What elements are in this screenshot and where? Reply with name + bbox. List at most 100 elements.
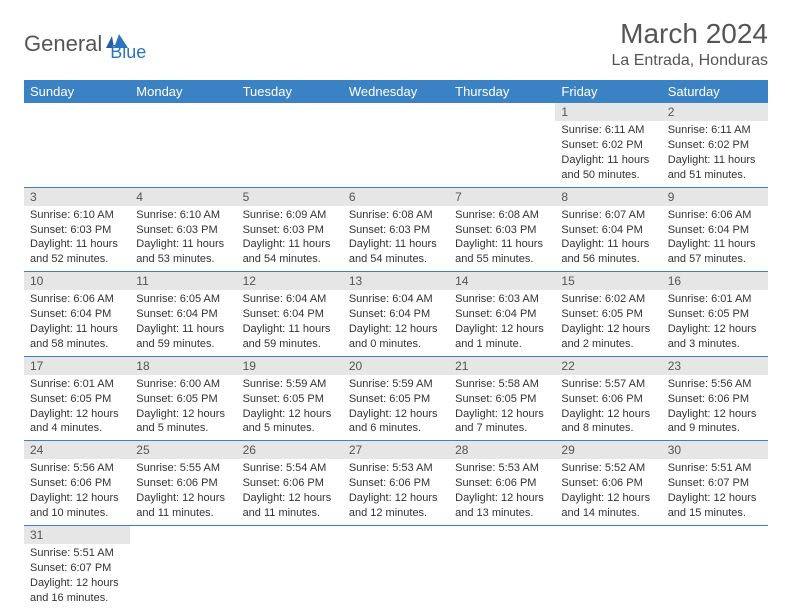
sunrise-text: Sunrise: 6:06 AM bbox=[30, 292, 124, 307]
daylight-text: Daylight: 12 hours and 5 minutes. bbox=[243, 407, 337, 437]
daylight-text: Daylight: 12 hours and 2 minutes. bbox=[561, 322, 655, 352]
sunset-text: Sunset: 6:06 PM bbox=[668, 392, 762, 407]
day-number: 29 bbox=[555, 441, 661, 459]
day-details: Sunrise: 5:59 AMSunset: 6:05 PMDaylight:… bbox=[343, 375, 449, 440]
day-number: 8 bbox=[555, 188, 661, 206]
day-number: 14 bbox=[449, 272, 555, 290]
sunrise-text: Sunrise: 5:55 AM bbox=[136, 461, 230, 476]
sunset-text: Sunset: 6:05 PM bbox=[455, 392, 549, 407]
sunset-text: Sunset: 6:05 PM bbox=[349, 392, 443, 407]
weekday-header: Sunday bbox=[24, 80, 130, 103]
calendar-day-cell bbox=[555, 525, 661, 609]
day-number: 2 bbox=[662, 103, 768, 121]
sunrise-text: Sunrise: 6:01 AM bbox=[30, 377, 124, 392]
sunset-text: Sunset: 6:07 PM bbox=[668, 476, 762, 491]
day-number: 24 bbox=[24, 441, 130, 459]
daylight-text: Daylight: 12 hours and 6 minutes. bbox=[349, 407, 443, 437]
daylight-text: Daylight: 11 hours and 54 minutes. bbox=[243, 237, 337, 267]
day-details: Sunrise: 6:11 AMSunset: 6:02 PMDaylight:… bbox=[555, 121, 661, 186]
sunset-text: Sunset: 6:05 PM bbox=[243, 392, 337, 407]
calendar-week-row: 17Sunrise: 6:01 AMSunset: 6:05 PMDayligh… bbox=[24, 356, 768, 441]
calendar-day-cell: 12Sunrise: 6:04 AMSunset: 6:04 PMDayligh… bbox=[237, 272, 343, 357]
day-number: 12 bbox=[237, 272, 343, 290]
day-number: 5 bbox=[237, 188, 343, 206]
day-number: 10 bbox=[24, 272, 130, 290]
calendar-day-cell: 29Sunrise: 5:52 AMSunset: 6:06 PMDayligh… bbox=[555, 441, 661, 526]
sunset-text: Sunset: 6:06 PM bbox=[243, 476, 337, 491]
calendar-week-row: 3Sunrise: 6:10 AMSunset: 6:03 PMDaylight… bbox=[24, 187, 768, 272]
day-number: 19 bbox=[237, 357, 343, 375]
sunrise-text: Sunrise: 6:03 AM bbox=[455, 292, 549, 307]
day-details: Sunrise: 6:04 AMSunset: 6:04 PMDaylight:… bbox=[343, 290, 449, 355]
daylight-text: Daylight: 12 hours and 1 minute. bbox=[455, 322, 549, 352]
sunrise-text: Sunrise: 5:59 AM bbox=[243, 377, 337, 392]
day-details: Sunrise: 6:08 AMSunset: 6:03 PMDaylight:… bbox=[343, 206, 449, 271]
sunset-text: Sunset: 6:04 PM bbox=[30, 307, 124, 322]
day-details: Sunrise: 6:10 AMSunset: 6:03 PMDaylight:… bbox=[130, 206, 236, 271]
sunset-text: Sunset: 6:04 PM bbox=[455, 307, 549, 322]
day-number: 28 bbox=[449, 441, 555, 459]
sunrise-text: Sunrise: 5:51 AM bbox=[30, 546, 124, 561]
sunset-text: Sunset: 6:06 PM bbox=[561, 392, 655, 407]
daylight-text: Daylight: 12 hours and 5 minutes. bbox=[136, 407, 230, 437]
calendar-day-cell: 10Sunrise: 6:06 AMSunset: 6:04 PMDayligh… bbox=[24, 272, 130, 357]
day-details: Sunrise: 6:01 AMSunset: 6:05 PMDaylight:… bbox=[662, 290, 768, 355]
calendar-day-cell: 2Sunrise: 6:11 AMSunset: 6:02 PMDaylight… bbox=[662, 103, 768, 187]
calendar-week-row: 31Sunrise: 5:51 AMSunset: 6:07 PMDayligh… bbox=[24, 525, 768, 609]
day-number: 17 bbox=[24, 357, 130, 375]
sunset-text: Sunset: 6:04 PM bbox=[668, 223, 762, 238]
calendar-day-cell: 16Sunrise: 6:01 AMSunset: 6:05 PMDayligh… bbox=[662, 272, 768, 357]
daylight-text: Daylight: 12 hours and 7 minutes. bbox=[455, 407, 549, 437]
calendar-day-cell: 23Sunrise: 5:56 AMSunset: 6:06 PMDayligh… bbox=[662, 356, 768, 441]
calendar-day-cell bbox=[24, 103, 130, 187]
day-details: Sunrise: 6:00 AMSunset: 6:05 PMDaylight:… bbox=[130, 375, 236, 440]
calendar-day-cell: 14Sunrise: 6:03 AMSunset: 6:04 PMDayligh… bbox=[449, 272, 555, 357]
daylight-text: Daylight: 12 hours and 12 minutes. bbox=[349, 491, 443, 521]
day-details: Sunrise: 6:07 AMSunset: 6:04 PMDaylight:… bbox=[555, 206, 661, 271]
day-details: Sunrise: 6:01 AMSunset: 6:05 PMDaylight:… bbox=[24, 375, 130, 440]
calendar-day-cell bbox=[449, 103, 555, 187]
weekday-header: Wednesday bbox=[343, 80, 449, 103]
sunrise-text: Sunrise: 5:52 AM bbox=[561, 461, 655, 476]
calendar-day-cell: 30Sunrise: 5:51 AMSunset: 6:07 PMDayligh… bbox=[662, 441, 768, 526]
calendar-day-cell: 22Sunrise: 5:57 AMSunset: 6:06 PMDayligh… bbox=[555, 356, 661, 441]
daylight-text: Daylight: 12 hours and 16 minutes. bbox=[30, 576, 124, 606]
sunset-text: Sunset: 6:04 PM bbox=[561, 223, 655, 238]
sunset-text: Sunset: 6:06 PM bbox=[30, 476, 124, 491]
sunset-text: Sunset: 6:03 PM bbox=[30, 223, 124, 238]
sunrise-text: Sunrise: 6:04 AM bbox=[243, 292, 337, 307]
logo-text-general: General bbox=[24, 31, 102, 57]
sunrise-text: Sunrise: 5:53 AM bbox=[349, 461, 443, 476]
day-details: Sunrise: 5:57 AMSunset: 6:06 PMDaylight:… bbox=[555, 375, 661, 440]
sunrise-text: Sunrise: 5:59 AM bbox=[349, 377, 443, 392]
calendar-week-row: 1Sunrise: 6:11 AMSunset: 6:02 PMDaylight… bbox=[24, 103, 768, 187]
day-number: 25 bbox=[130, 441, 236, 459]
calendar-day-cell: 9Sunrise: 6:06 AMSunset: 6:04 PMDaylight… bbox=[662, 187, 768, 272]
sunset-text: Sunset: 6:03 PM bbox=[243, 223, 337, 238]
calendar-day-cell: 7Sunrise: 6:08 AMSunset: 6:03 PMDaylight… bbox=[449, 187, 555, 272]
calendar-week-row: 24Sunrise: 5:56 AMSunset: 6:06 PMDayligh… bbox=[24, 441, 768, 526]
calendar-day-cell: 5Sunrise: 6:09 AMSunset: 6:03 PMDaylight… bbox=[237, 187, 343, 272]
day-details: Sunrise: 5:55 AMSunset: 6:06 PMDaylight:… bbox=[130, 459, 236, 524]
calendar-day-cell: 31Sunrise: 5:51 AMSunset: 6:07 PMDayligh… bbox=[24, 525, 130, 609]
sunrise-text: Sunrise: 5:54 AM bbox=[243, 461, 337, 476]
day-number: 7 bbox=[449, 188, 555, 206]
daylight-text: Daylight: 11 hours and 53 minutes. bbox=[136, 237, 230, 267]
calendar-day-cell: 13Sunrise: 6:04 AMSunset: 6:04 PMDayligh… bbox=[343, 272, 449, 357]
day-details: Sunrise: 5:51 AMSunset: 6:07 PMDaylight:… bbox=[24, 544, 130, 609]
daylight-text: Daylight: 11 hours and 54 minutes. bbox=[349, 237, 443, 267]
calendar-day-cell: 24 Sunrise: 5:56 AMSunset: 6:06 PMDayligh… bbox=[24, 441, 130, 526]
day-details: Sunrise: 6:06 AMSunset: 6:04 PMDaylight:… bbox=[24, 290, 130, 355]
day-details: Sunrise: 6:03 AMSunset: 6:04 PMDaylight:… bbox=[449, 290, 555, 355]
daylight-text: Daylight: 11 hours and 59 minutes. bbox=[136, 322, 230, 352]
sunset-text: Sunset: 6:05 PM bbox=[561, 307, 655, 322]
calendar-week-row: 10Sunrise: 6:06 AMSunset: 6:04 PMDayligh… bbox=[24, 272, 768, 357]
daylight-text: Daylight: 11 hours and 50 minutes. bbox=[561, 153, 655, 183]
day-details: Sunrise: 6:02 AMSunset: 6:05 PMDaylight:… bbox=[555, 290, 661, 355]
sunrise-text: Sunrise: 5:56 AM bbox=[30, 461, 124, 476]
day-details: Sunrise: 5:58 AMSunset: 6:05 PMDaylight:… bbox=[449, 375, 555, 440]
calendar-day-cell bbox=[237, 525, 343, 609]
sunrise-text: Sunrise: 5:51 AM bbox=[668, 461, 762, 476]
day-number: 4 bbox=[130, 188, 236, 206]
daylight-text: Daylight: 12 hours and 10 minutes. bbox=[30, 491, 124, 521]
